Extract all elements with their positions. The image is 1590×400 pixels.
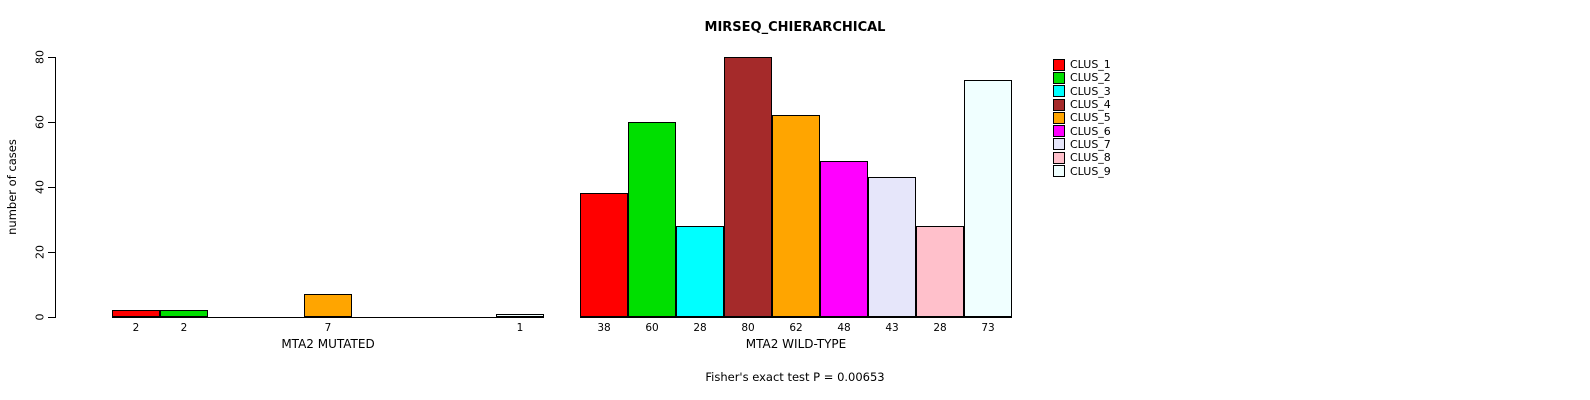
chart-title: MIRSEQ_CHIERARCHICAL [704, 20, 886, 35]
legend-swatch [1053, 125, 1065, 138]
bar-value-label: 28 [933, 322, 947, 334]
bar-value-label: 38 [597, 322, 611, 334]
bar-value-label: 62 [789, 322, 803, 334]
bar-CLUS_9 [964, 80, 1012, 317]
legend-item: CLUS_3 [1053, 85, 1111, 98]
y-axis-tick-label: 0 [33, 313, 47, 321]
legend-label: CLUS_4 [1070, 98, 1111, 112]
legend-label: CLUS_2 [1070, 71, 1111, 85]
bar-value-label: 48 [837, 322, 851, 334]
legend-swatch [1053, 85, 1065, 98]
y-axis-tick [48, 57, 55, 58]
bar-CLUS_5 [772, 115, 820, 317]
bar-CLUS_2 [160, 310, 208, 317]
legend-label: CLUS_7 [1070, 137, 1111, 151]
legend-swatch [1053, 71, 1065, 84]
legend-label: CLUS_5 [1070, 111, 1111, 125]
legend-item: CLUS_9 [1053, 164, 1111, 178]
legend-item: CLUS_1 [1053, 58, 1111, 71]
legend-swatch [1053, 165, 1065, 178]
bar-value-label: 60 [645, 322, 659, 334]
legend: CLUS_1 CLUS_2 CLUS_3 CLUS_4 CLUS_5 CLUS_6 CLUS… [1053, 58, 1111, 178]
x-axis-group-label-wildtype: MTA2 WILD-TYPE [745, 337, 847, 351]
legend-item: CLUS_8 [1053, 151, 1111, 164]
bar-CLUS_3 [676, 226, 724, 317]
legend-item: CLUS_4 [1053, 98, 1111, 111]
bar-value-label: 2 [132, 322, 140, 334]
bar-value-label: 1 [516, 322, 524, 334]
legend-swatch [1053, 58, 1065, 71]
bar-value-label: 73 [981, 322, 995, 334]
x-axis-group-label-mutated: MTA2 MUTATED [281, 337, 375, 351]
legend-item: CLUS_7 [1053, 138, 1111, 151]
bar-CLUS_1 [112, 310, 160, 317]
legend-swatch [1053, 111, 1065, 124]
legend-item: CLUS_2 [1053, 71, 1111, 84]
legend-label: CLUS_3 [1070, 84, 1111, 98]
bar-value-label: 43 [885, 322, 899, 334]
y-axis-tick [48, 317, 55, 318]
y-axis-tick-label: 80 [33, 50, 47, 64]
y-axis-tick-label: 60 [33, 115, 47, 129]
y-axis-tick-label: 20 [33, 245, 47, 259]
legend-swatch [1053, 98, 1065, 111]
y-axis-tick [48, 187, 55, 188]
fisher-test-annotation: Fisher's exact test P = 0.00653 [705, 370, 885, 384]
x-axis-baseline [580, 317, 1012, 318]
legend-label: CLUS_8 [1070, 151, 1111, 165]
legend-label: CLUS_1 [1070, 58, 1111, 72]
bar-CLUS_7 [868, 177, 916, 317]
legend-item: CLUS_5 [1053, 111, 1111, 124]
bar-CLUS_5 [304, 294, 352, 317]
legend-swatch [1053, 138, 1065, 151]
y-axis-line [55, 57, 56, 318]
x-axis-baseline [112, 317, 544, 318]
bar-value-label: 7 [324, 322, 332, 334]
y-axis-tick [48, 122, 55, 123]
bar-value-label: 80 [741, 322, 755, 334]
bar-CLUS_2 [628, 122, 676, 317]
bar-CLUS_1 [580, 193, 628, 317]
bar-CLUS_6 [820, 161, 868, 317]
bar-CLUS_9 [496, 314, 544, 317]
legend-label: CLUS_6 [1070, 124, 1111, 138]
legend-item: CLUS_6 [1053, 124, 1111, 138]
legend-swatch [1053, 151, 1065, 164]
y-axis-label: number of cases [5, 139, 19, 235]
bar-CLUS_8 [916, 226, 964, 317]
bar-value-label: 2 [180, 322, 188, 334]
y-axis-tick [48, 252, 55, 253]
bar-value-label: 28 [693, 322, 707, 334]
bar-CLUS_4 [724, 57, 772, 317]
legend-label: CLUS_9 [1070, 164, 1111, 178]
y-axis-tick-label: 40 [33, 180, 47, 194]
